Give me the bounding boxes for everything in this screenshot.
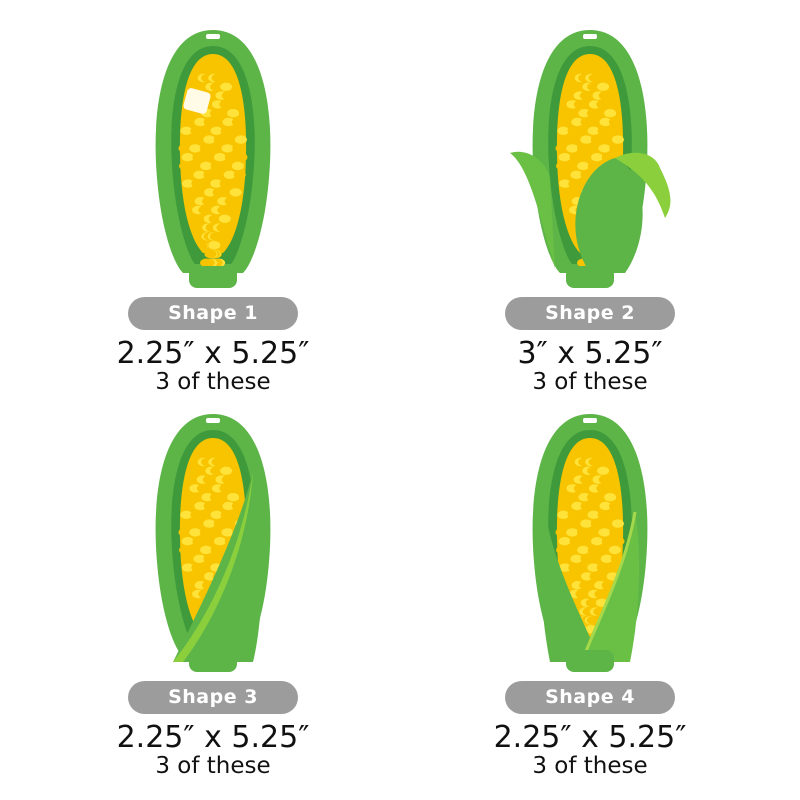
corn-illustration xyxy=(143,28,283,294)
shape-card: Shape 1 2.25″ x 5.25″ 3 of these xyxy=(93,28,333,395)
shape-card: Shape 2 3″ x 5.25″ 3 of these xyxy=(470,28,710,395)
corn-illustration xyxy=(143,412,283,678)
shape-card: Shape 4 2.25″ x 5.25″ 3 of these xyxy=(470,412,710,779)
shape-count: 3 of these xyxy=(155,369,271,395)
shape-count: 3 of these xyxy=(532,753,648,779)
shape-count: 3 of these xyxy=(532,369,648,395)
shape-size: 2.25″ x 5.25″ xyxy=(116,720,310,755)
corn-illustration xyxy=(520,412,660,678)
shape-card: Shape 3 2.25″ x 5.25″ 3 of these xyxy=(93,412,333,779)
shape-label: Shape 1 xyxy=(128,297,298,330)
shape-label: Shape 4 xyxy=(505,681,675,714)
shape-count: 3 of these xyxy=(155,753,271,779)
corn-illustration xyxy=(505,28,675,294)
shape-size: 3″ x 5.25″ xyxy=(517,336,663,371)
shape-size: 2.25″ x 5.25″ xyxy=(116,336,310,371)
shape-size: 2.25″ x 5.25″ xyxy=(493,720,687,755)
shape-label: Shape 2 xyxy=(505,297,675,330)
shape-label: Shape 3 xyxy=(128,681,298,714)
